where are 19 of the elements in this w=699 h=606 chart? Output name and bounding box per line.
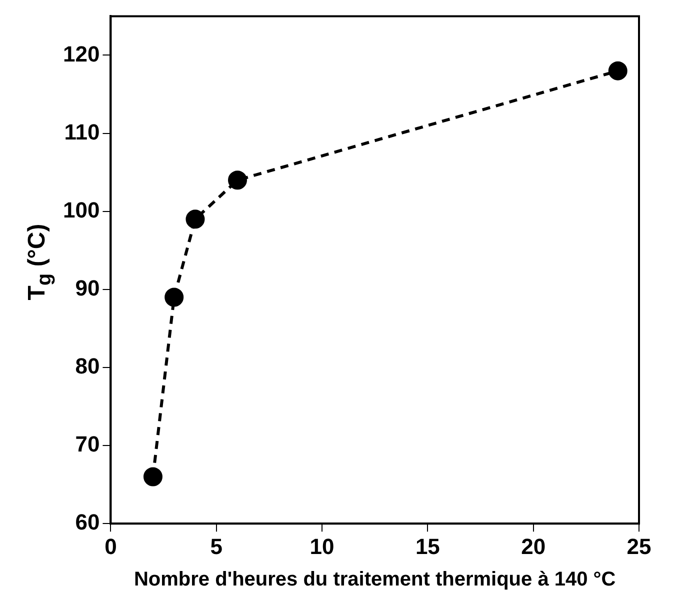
point <box>228 170 247 190</box>
x-tick-label: 5 <box>210 534 222 559</box>
y-tick-label: 70 <box>75 432 100 457</box>
y-tick-label: 60 <box>75 510 100 535</box>
y-tick-label: 90 <box>75 275 100 300</box>
point <box>186 210 205 229</box>
y-tick-label: 120 <box>62 41 100 66</box>
y-tick-label: 100 <box>62 197 100 222</box>
point <box>164 288 184 307</box>
x-tick-label: 15 <box>415 534 440 559</box>
x-tick-label: 20 <box>521 534 546 559</box>
x-tick-label: 0 <box>104 534 117 559</box>
y-tick-label: 80 <box>75 354 100 379</box>
x-tick-label: 25 <box>626 534 652 559</box>
x-tick-label: 10 <box>310 534 334 559</box>
x-axis-title: Nombre d'heures du traitement thermique à 140 °C <box>134 568 616 591</box>
y-tick-label: 110 <box>64 119 100 144</box>
point <box>143 467 162 486</box>
point <box>608 61 628 80</box>
